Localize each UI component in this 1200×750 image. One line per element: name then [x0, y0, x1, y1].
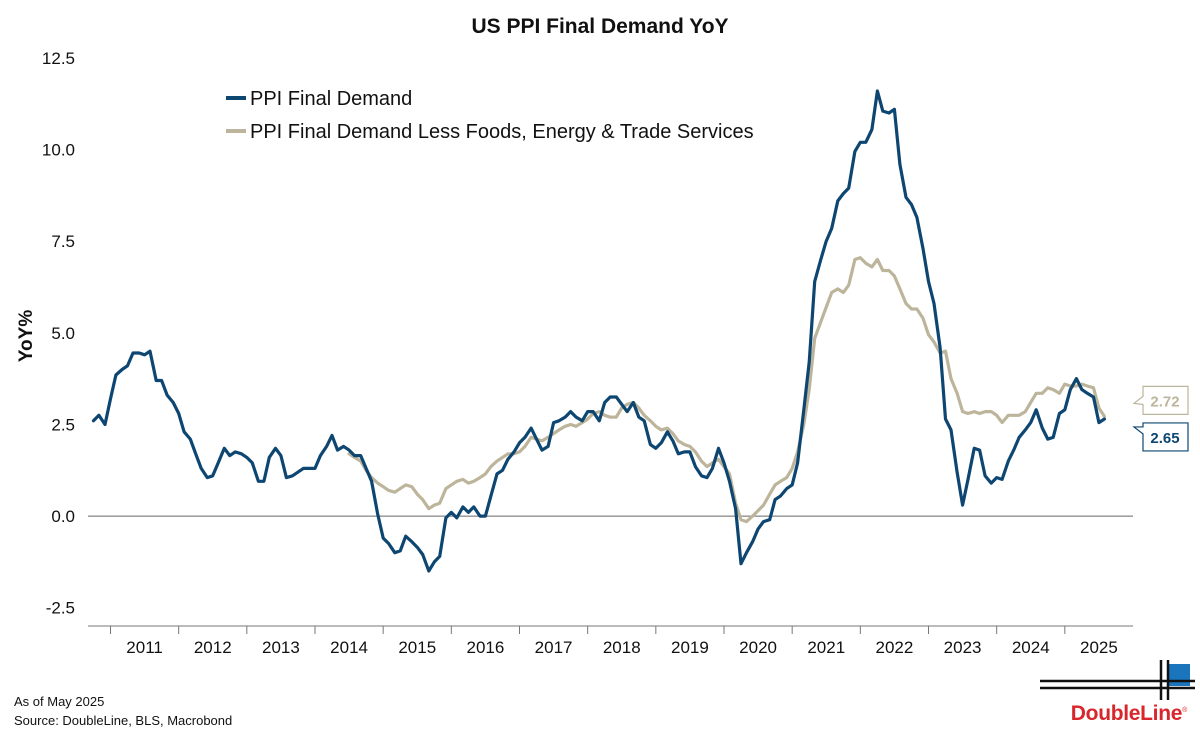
y-tick-label: -2.5: [46, 599, 75, 618]
y-tick-label: 5.0: [51, 324, 75, 343]
x-axis: 2011 2012 2013 2014 2015 2016 2017 2018 2019 2020…: [88, 515, 1133, 657]
y-tick-label: 12.5: [42, 49, 75, 68]
footnote-source: Source: DoubleLine, BLS, Macrobond: [14, 713, 233, 728]
y-tick-label: 10.0: [42, 141, 75, 160]
logo-mark-icon: [1040, 660, 1195, 700]
footnote-as-of: As of May 2025: [14, 694, 105, 709]
end-label-less-fet: 2.72: [1150, 393, 1179, 410]
y-axis-ticks: -2.5 0.0 2.5 5.0 7.5 10.0 12.5: [42, 49, 75, 618]
y-tick-label: 7.5: [51, 232, 75, 251]
logo-wordmark: DoubleLine®: [1071, 702, 1187, 726]
x-tick-label: 2024: [1012, 638, 1050, 657]
doubleline-logo: DoubleLine®: [1035, 660, 1195, 732]
logo-square-icon: [1168, 664, 1190, 686]
series-line-ppi-final-demand: [91, 89, 1106, 573]
x-tick-label: 2016: [466, 638, 504, 657]
end-labels: 2.72 2.65: [1132, 385, 1189, 452]
x-tick-label: 2020: [739, 638, 777, 657]
x-tick-label: 2022: [876, 638, 914, 657]
x-tick-label: 2015: [398, 638, 436, 657]
x-tick-label: 2021: [807, 638, 845, 657]
x-tick-label: 2019: [671, 638, 709, 657]
end-label-box-less-fet: [1132, 385, 1189, 415]
x-tick-label: 2017: [535, 638, 573, 657]
legend-label-ppi-less-fet: PPI Final Demand Less Foods, Energy & Tr…: [250, 121, 754, 143]
x-tick-label: 2012: [194, 638, 232, 657]
x-tick-label: 2023: [944, 638, 982, 657]
logo-registered-mark: ®: [1182, 707, 1187, 714]
y-tick-label: 0.0: [51, 507, 75, 526]
x-tick-label: 2011: [126, 638, 163, 657]
logo-text: DoubleLine: [1070, 702, 1183, 725]
y-axis-label: YoY%: [16, 310, 37, 363]
end-label-ppi-final-demand: 2.65: [1150, 430, 1179, 447]
x-tick-label: 2025: [1080, 638, 1118, 657]
x-tick-label: 2018: [603, 638, 641, 657]
x-tick-label: 2013: [262, 638, 300, 657]
legend-label-ppi-final-demand: PPI Final Demand: [250, 88, 412, 110]
legend: PPI Final Demand PPI Final Demand Less F…: [226, 88, 754, 143]
y-tick-label: 2.5: [51, 415, 75, 434]
chart-title: US PPI Final Demand YoY: [471, 15, 728, 38]
series-layer: [91, 89, 1106, 573]
end-label-box-ppi-final-demand: [1132, 422, 1189, 452]
x-tick-label: 2014: [330, 638, 368, 657]
